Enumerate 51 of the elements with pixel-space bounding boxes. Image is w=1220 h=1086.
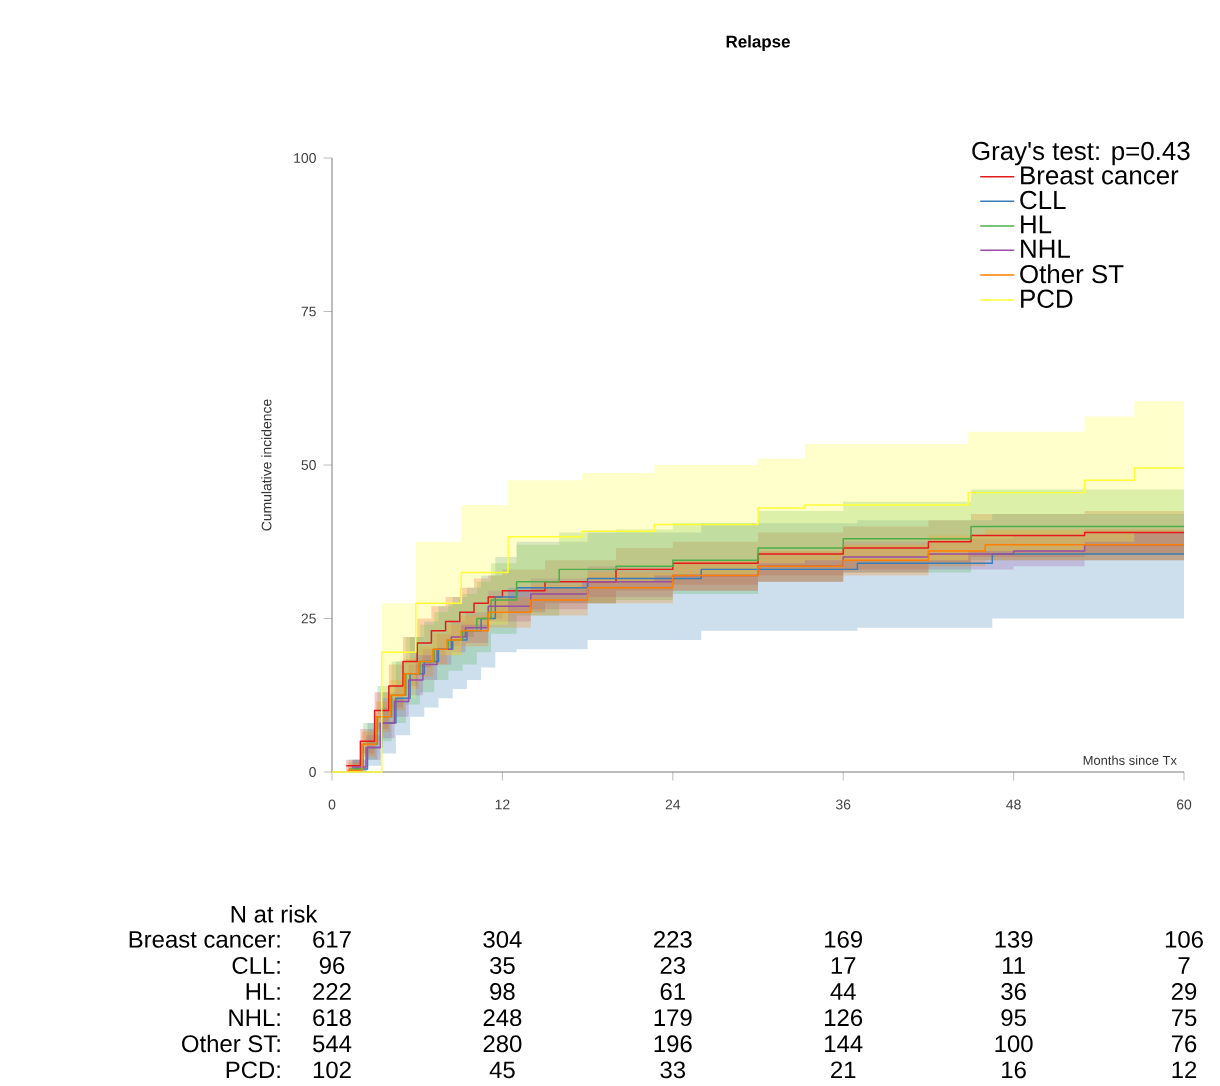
- text: 23: [660, 957, 686, 974]
- text: 106: [1165, 930, 1203, 948]
- text: 17: [831, 957, 856, 974]
- text: 44: [830, 983, 856, 1000]
- text: 98: [490, 983, 515, 1001]
- text: 196: [654, 1035, 692, 1053]
- legend-label: NHL: [1021, 239, 1070, 258]
- text: 304: [483, 930, 522, 948]
- text: HL:: [246, 983, 280, 1000]
- text: 102: [313, 1061, 351, 1079]
- text: 139: [995, 930, 1033, 948]
- text: 16: [1002, 1061, 1026, 1079]
- text: 35: [490, 957, 515, 974]
- text: 96: [319, 957, 345, 974]
- text: Breast cancer:: [129, 931, 280, 948]
- text: 617: [313, 930, 351, 948]
- text: 21: [831, 1061, 856, 1079]
- text: 36: [1001, 983, 1026, 1001]
- legend-label: PCD: [1021, 289, 1073, 308]
- text: N at risk: [231, 905, 318, 923]
- text: Other ST:: [182, 1034, 280, 1053]
- text: 544: [313, 1035, 352, 1053]
- text: 29: [1171, 983, 1197, 1001]
- text: CLL:: [232, 957, 280, 974]
- text: 33: [660, 1061, 686, 1079]
- legend-label: HL: [1021, 215, 1052, 234]
- legend-label: Other ST: [1020, 264, 1124, 284]
- text: 280: [483, 1035, 522, 1053]
- text: 126: [825, 1009, 863, 1027]
- text: 169: [825, 930, 862, 948]
- text: 12: [1172, 1061, 1197, 1079]
- text: 11: [1003, 957, 1025, 974]
- text: 7: [1178, 957, 1190, 974]
- text: 179: [654, 1009, 692, 1027]
- text: 100: [995, 1035, 1033, 1053]
- text: 223: [654, 930, 692, 948]
- legend-label: CLL: [1020, 190, 1066, 210]
- text: 222: [313, 983, 351, 1000]
- legend-label: Breast cancer: [1021, 166, 1179, 185]
- text: 248: [483, 1009, 522, 1027]
- text: NHL:: [229, 1009, 280, 1026]
- text: 45: [489, 1061, 515, 1079]
- text: 618: [313, 1009, 351, 1027]
- text: 76: [1171, 1035, 1197, 1053]
- text: 95: [1001, 1009, 1026, 1027]
- legend-title: Gray's test: p=0.43: [972, 141, 1190, 166]
- text: 75: [1171, 1009, 1197, 1027]
- text: 61: [660, 983, 685, 1001]
- text: 144: [825, 1035, 863, 1052]
- text: PCD:: [226, 1061, 280, 1079]
- chart-title: Relapse: [726, 35, 790, 51]
